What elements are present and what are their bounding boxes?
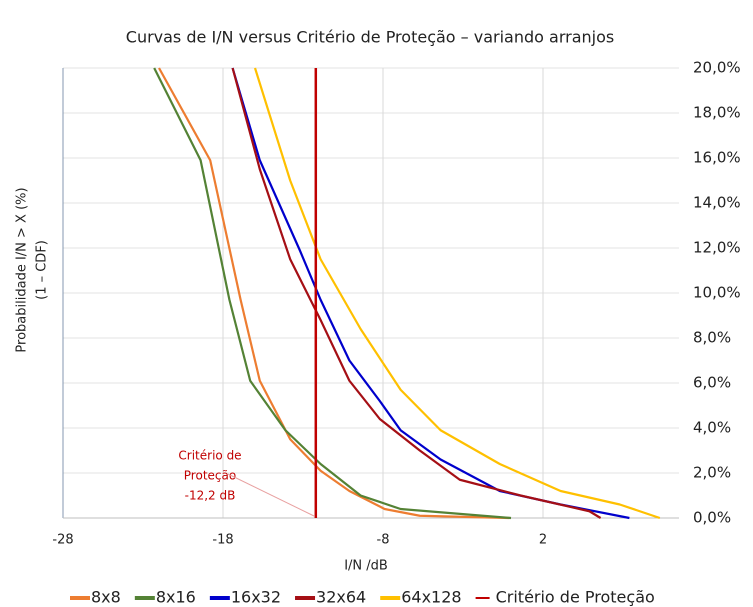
y-axis-label: Probabilidade I/N > X (%) xyxy=(15,187,30,352)
x-tick-label: -28 xyxy=(52,533,73,548)
x-tick-label: 2 xyxy=(539,533,547,548)
chart-title: Curvas de I/N versus Critério de Proteçã… xyxy=(126,28,614,47)
annotation: Proteção xyxy=(184,469,236,483)
y-tick-label: 10,0% xyxy=(693,284,741,302)
y-tick-label: 14,0% xyxy=(693,194,741,212)
y-tick-label: 12,0% xyxy=(693,239,741,257)
annotation: -12,2 dB xyxy=(185,489,236,503)
x-axis-label: I/N /dB xyxy=(344,559,388,574)
legend-label: Critério de Proteção xyxy=(496,588,655,607)
y-tick-label: 4,0% xyxy=(693,419,731,437)
series-line xyxy=(158,67,510,520)
legend-label: 8x16 xyxy=(156,588,196,607)
y-tick-label: 6,0% xyxy=(693,374,731,392)
y-tick-label: 2,0% xyxy=(693,464,731,482)
legend-label: 8x8 xyxy=(91,588,121,607)
y-axis-label: (1 – CDF) xyxy=(35,240,50,300)
y-tick-label: 16,0% xyxy=(693,149,741,167)
annotation: Critério de xyxy=(178,449,241,463)
x-tick-label: -8 xyxy=(377,533,390,548)
legend-label: 64x128 xyxy=(401,588,461,607)
y-tick-label: 20,0% xyxy=(693,59,741,77)
series-line xyxy=(253,67,661,520)
y-tick-label: 8,0% xyxy=(693,329,731,347)
y-tick-label: 18,0% xyxy=(693,104,741,122)
y-tick-label: 0,0% xyxy=(693,509,731,527)
series-line xyxy=(153,67,512,520)
annotation-pointer xyxy=(227,473,315,517)
legend-label: 16x32 xyxy=(231,588,281,607)
legend-label: 32x64 xyxy=(316,588,366,607)
x-tick-label: -18 xyxy=(212,533,233,548)
series-line xyxy=(231,67,602,519)
